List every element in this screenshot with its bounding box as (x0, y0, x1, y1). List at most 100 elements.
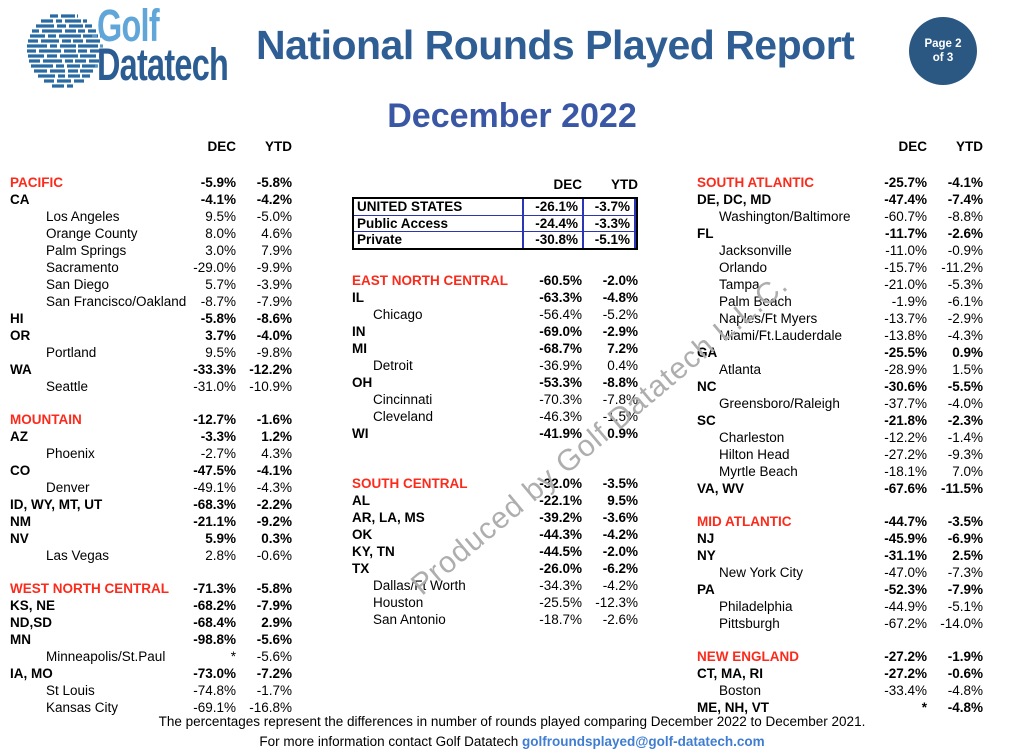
dec-value: -34.3% (539, 577, 582, 593)
contact-email-link[interactable]: golfroundsplayed@golf-datatech.com (521, 733, 765, 749)
ytd-value: -5.1% (947, 599, 983, 614)
dec-value: -18.7% (539, 611, 582, 627)
dec-value: -28.9% (884, 362, 927, 377)
table-row: NY -31.1% 2.5% (697, 547, 983, 564)
table-row: Palm Springs 3.0% 7.9% (10, 242, 292, 259)
table-row: Detroit -36.9% 0.4% (352, 357, 638, 374)
row-label: VA, WV (697, 481, 744, 496)
dec-value: -13.7% (884, 311, 927, 326)
region-section: SOUTH ATLANTIC -25.7% -4.1% DE, DC, MD -47.4… (697, 174, 983, 497)
ytd-value: 0.4% (607, 357, 638, 373)
dec-value: -25.5% (884, 345, 927, 360)
table-row: WA -33.3% -12.2% (10, 361, 292, 378)
dec-value: 3.7% (205, 328, 236, 343)
table-row: IA, MO -73.0% -7.2% (10, 665, 292, 682)
table-row: Naples/Ft Myers -13.7% -2.9% (697, 310, 983, 327)
table-row: Hilton Head -27.2% -9.3% (697, 446, 983, 463)
ytd-value: -3.5% (602, 475, 638, 491)
dec-value: -56.4% (539, 306, 582, 322)
ytd-value: -6.1% (947, 294, 983, 309)
dec-value: -8.7% (200, 294, 236, 309)
row-label: Orlando (719, 260, 768, 275)
ytd-value: -4.2% (256, 192, 292, 207)
region-section: EAST NORTH CENTRAL -60.5% -2.0% IL -63.3% -4.… (352, 272, 638, 442)
region-header-row: MOUNTAIN -12.7% -1.6% (10, 411, 292, 428)
table-row: Charleston -12.2% -1.4% (697, 429, 983, 446)
row-label: Hilton Head (719, 447, 790, 462)
row-label: San Diego (46, 277, 110, 292)
row-label: Dallas/Ft Worth (373, 577, 466, 593)
dec-value: -49.1% (193, 480, 236, 495)
footer-note: The percentages represent the difference… (158, 714, 866, 729)
dec-value: 8.0% (205, 226, 236, 241)
ytd-value: -5.5% (947, 379, 983, 394)
ytd-value: -4.1% (256, 463, 292, 478)
row-label: NV (10, 531, 29, 546)
table-row: Dallas/Ft Worth -34.3% -4.2% (352, 577, 638, 594)
row-label: PACIFIC (10, 175, 63, 190)
table-row: Cincinnati -70.3% -7.8% (352, 391, 638, 408)
dec-value: -70.3% (539, 391, 582, 407)
table-row: Denver -49.1% -4.3% (10, 479, 292, 496)
ytd-value: 9.5% (607, 492, 638, 508)
dec-value: -60.7% (884, 209, 927, 224)
dec-value: -24.4% (522, 215, 584, 231)
dec-value: -5.8% (200, 311, 236, 326)
ytd-value: -8.8% (947, 209, 983, 224)
region-header-row: MID ATLANTIC -44.7% -3.5% (697, 513, 983, 530)
dec-value: -11.0% (885, 243, 927, 258)
table-row: Tampa -21.0% -5.3% (697, 276, 983, 293)
table-row: Kansas City -69.1% -16.8% (10, 699, 292, 716)
ytd-value: 0.9% (952, 345, 983, 360)
region-column-east: DEC YTD SOUTH ATLANTIC -25.7% -4.1% DE, DC, M… (697, 138, 983, 716)
dec-value: -30.6% (884, 379, 927, 394)
ytd-value: 2.9% (261, 615, 292, 630)
table-row: Philadelphia -44.9% -5.1% (697, 598, 983, 615)
dec-value: 5.7% (205, 277, 236, 292)
ytd-value: -2.9% (947, 311, 983, 326)
row-label: IA, MO (10, 666, 53, 681)
united-states-summary-box: UNITED STATES -26.1% -3.7% Public Access -24… (352, 197, 638, 250)
ytd-value: -4.2% (602, 526, 638, 542)
ytd-value: -1.6% (256, 412, 292, 427)
row-label: Chicago (373, 306, 423, 322)
row-label: PA (697, 582, 715, 597)
row-label: OH (352, 374, 373, 390)
table-row: Portland 9.5% -9.8% (10, 344, 292, 361)
table-row: VA, WV -67.6% -11.5% (697, 480, 983, 497)
logo-word-golf: Golf (97, 0, 160, 51)
row-label: WEST NORTH CENTRAL (10, 581, 169, 596)
dec-value: -44.3% (539, 526, 582, 542)
row-label: AR, LA, MS (352, 509, 425, 525)
dec-value: -27.2% (884, 447, 927, 462)
header-spacer (352, 176, 520, 196)
row-label: Pittsburgh (719, 616, 780, 631)
row-label: EAST NORTH CENTRAL (352, 272, 508, 288)
row-label: Jacksonville (719, 243, 792, 258)
dec-value: -18.1% (884, 464, 927, 479)
table-row: ME, NH, VT * -4.8% (697, 699, 983, 716)
table-row: IL -63.3% -4.8% (352, 289, 638, 306)
row-label: CO (10, 463, 31, 478)
dec-value: -53.3% (539, 374, 582, 390)
dec-value: -21.0% (884, 277, 927, 292)
dec-value: -68.3% (193, 497, 236, 512)
row-label: St Louis (46, 683, 95, 698)
row-label: Las Vegas (46, 548, 110, 563)
dec-value: -68.2% (193, 598, 236, 613)
region-section: PACIFIC -5.9% -5.8% CA -4.1% -4.2% Los Angeles… (10, 174, 292, 395)
dec-value: -31.0% (193, 379, 236, 394)
row-label: ME, NH, VT (697, 700, 770, 715)
ytd-value: -4.3% (256, 480, 292, 495)
table-row: MN -98.8% -5.6% (10, 631, 292, 648)
dec-value: -33.4% (884, 683, 927, 698)
ytd-value: -11.5% (940, 481, 983, 496)
dec-value: -5.9% (200, 175, 236, 190)
table-row: SC -21.8% -2.3% (697, 412, 983, 429)
column-headers: DEC YTD (352, 176, 638, 196)
row-label: Private (357, 232, 403, 247)
table-row: FL -11.7% -2.6% (697, 225, 983, 242)
dec-value: -27.2% (884, 666, 927, 681)
row-label: Boston (719, 683, 762, 698)
ytd-value: -8.8% (602, 374, 638, 390)
